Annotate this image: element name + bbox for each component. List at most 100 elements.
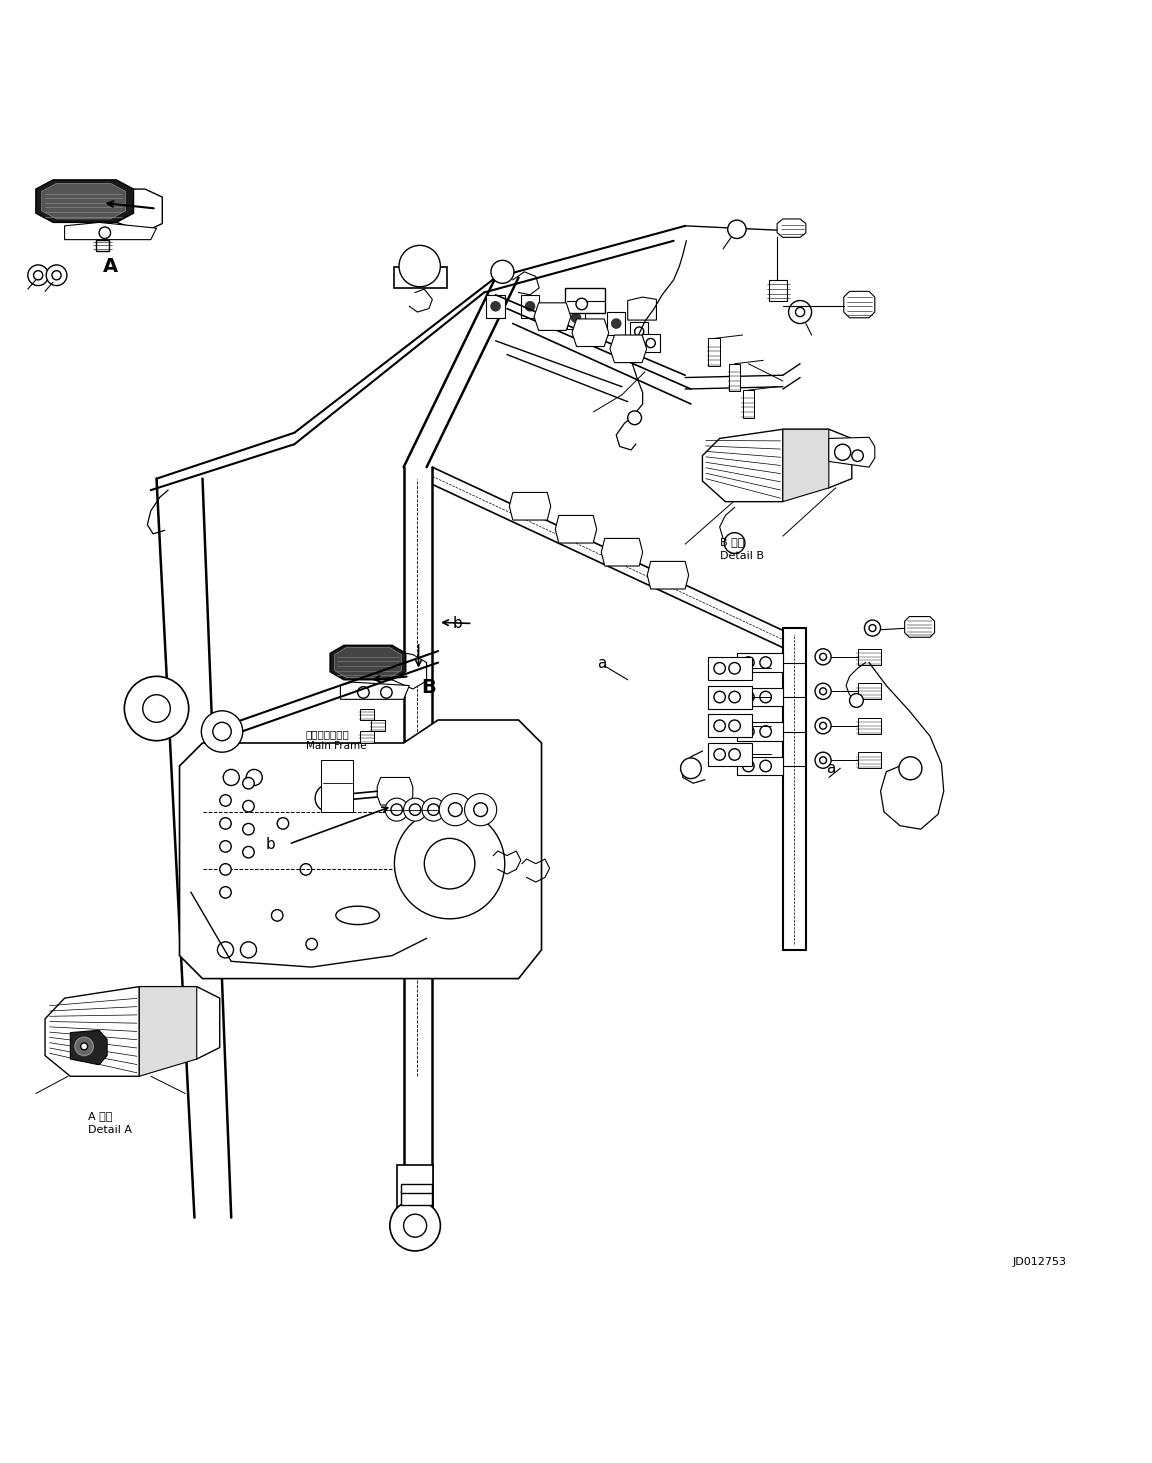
Polygon shape (139, 986, 197, 1077)
Text: B: B (420, 679, 435, 698)
Circle shape (681, 758, 702, 778)
Circle shape (796, 307, 805, 316)
Circle shape (646, 338, 655, 348)
Polygon shape (509, 493, 551, 519)
Circle shape (729, 692, 741, 702)
Circle shape (743, 726, 755, 737)
Circle shape (473, 803, 487, 816)
Text: Detail A: Detail A (88, 1125, 131, 1135)
Circle shape (272, 910, 283, 922)
Circle shape (394, 809, 505, 919)
Bar (857, 648, 880, 664)
Circle shape (422, 799, 445, 821)
Circle shape (612, 319, 621, 328)
Ellipse shape (336, 906, 379, 925)
Polygon shape (628, 297, 657, 320)
Circle shape (714, 692, 726, 702)
Circle shape (725, 533, 745, 553)
Circle shape (729, 720, 741, 732)
Polygon shape (41, 183, 126, 219)
Polygon shape (340, 682, 409, 699)
Polygon shape (647, 562, 689, 590)
Circle shape (814, 752, 831, 768)
Circle shape (760, 761, 772, 771)
Circle shape (814, 718, 831, 734)
Circle shape (743, 657, 755, 669)
Circle shape (760, 692, 772, 702)
Circle shape (714, 720, 726, 732)
Text: A 詳細: A 詳細 (88, 1112, 112, 1122)
Polygon shape (573, 319, 608, 347)
Circle shape (635, 326, 644, 336)
Bar (607, 312, 626, 335)
Circle shape (241, 942, 257, 958)
Circle shape (729, 749, 741, 761)
Circle shape (385, 799, 408, 821)
Polygon shape (331, 645, 406, 680)
Text: b: b (453, 616, 463, 631)
Circle shape (220, 863, 232, 875)
Polygon shape (65, 222, 157, 240)
Circle shape (33, 271, 43, 279)
Polygon shape (609, 335, 646, 363)
Bar (857, 683, 880, 699)
Bar (630, 322, 649, 341)
Text: a: a (597, 657, 606, 672)
Circle shape (52, 271, 61, 279)
Circle shape (306, 938, 318, 949)
Bar (401, 1191, 432, 1206)
Circle shape (628, 411, 642, 424)
Polygon shape (778, 219, 806, 237)
Polygon shape (783, 429, 828, 502)
Text: b: b (266, 837, 275, 851)
Polygon shape (335, 648, 401, 677)
Circle shape (849, 693, 863, 708)
Circle shape (223, 770, 240, 786)
Circle shape (403, 1214, 426, 1238)
Circle shape (743, 692, 755, 702)
Circle shape (389, 1200, 440, 1251)
Circle shape (243, 847, 255, 857)
Circle shape (714, 749, 726, 761)
Bar (708, 743, 752, 767)
Circle shape (220, 794, 232, 806)
Polygon shape (555, 515, 597, 543)
Circle shape (760, 726, 772, 737)
Circle shape (714, 663, 726, 674)
Polygon shape (601, 538, 643, 566)
Circle shape (75, 1037, 93, 1056)
Bar (564, 288, 605, 313)
Circle shape (814, 648, 831, 664)
Circle shape (851, 451, 863, 461)
Circle shape (814, 683, 831, 699)
Circle shape (220, 887, 232, 898)
Circle shape (448, 803, 462, 816)
Circle shape (81, 1043, 88, 1050)
Circle shape (399, 246, 440, 287)
Polygon shape (843, 291, 874, 317)
Polygon shape (70, 1030, 107, 1065)
Bar (770, 279, 788, 300)
Polygon shape (139, 986, 220, 1059)
Bar (642, 334, 660, 353)
Circle shape (819, 756, 826, 764)
Circle shape (316, 784, 342, 812)
Bar (708, 686, 752, 708)
Text: a: a (826, 761, 836, 775)
Circle shape (819, 723, 826, 729)
Polygon shape (828, 437, 874, 467)
Bar (737, 756, 783, 775)
Circle shape (278, 818, 289, 830)
Bar (857, 752, 880, 768)
Circle shape (728, 219, 746, 238)
Polygon shape (36, 180, 134, 222)
Polygon shape (904, 616, 934, 638)
Circle shape (243, 777, 255, 789)
Bar (401, 1184, 432, 1194)
Circle shape (391, 803, 402, 815)
Bar (371, 720, 385, 732)
Circle shape (571, 313, 581, 322)
Bar (737, 688, 783, 707)
Bar (521, 296, 539, 317)
Polygon shape (116, 189, 162, 231)
